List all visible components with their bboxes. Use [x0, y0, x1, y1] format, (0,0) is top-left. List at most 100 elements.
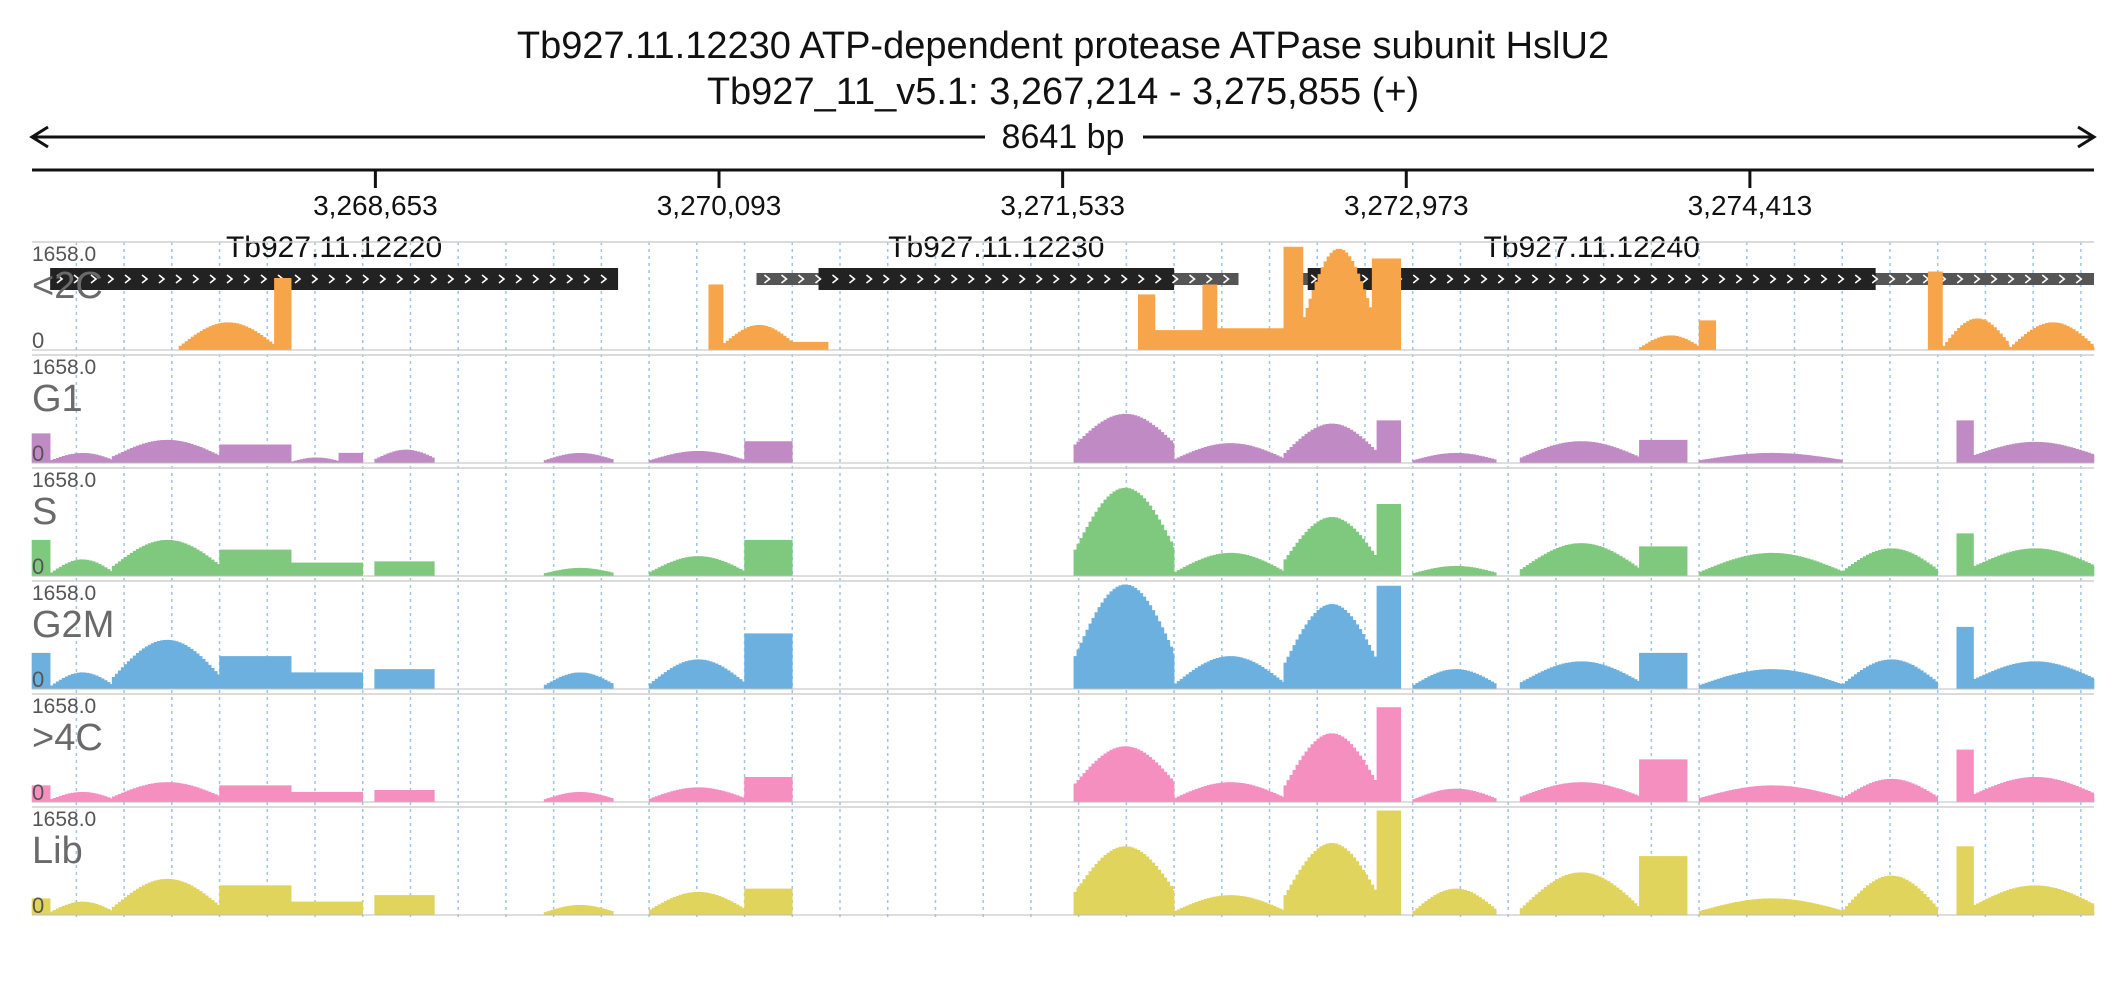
- coverage-area: [1698, 785, 1843, 803]
- coverage-area: [1698, 552, 1843, 577]
- chevron-icon: [1752, 274, 1760, 284]
- coverage-area: [219, 549, 292, 577]
- chevron-icon: [2041, 274, 2049, 284]
- chevron-icon: [1463, 274, 1471, 284]
- coverage-area: [722, 324, 793, 351]
- coverage-area: [1173, 656, 1285, 690]
- track-label: S: [32, 491, 57, 533]
- coverage-area: [543, 904, 614, 916]
- coverage-area: [1956, 533, 1974, 577]
- coverage-area: [1173, 782, 1285, 803]
- coverage-area: [1376, 504, 1402, 577]
- track-ymin-label: 0: [32, 780, 44, 805]
- chevron-icon: [882, 274, 890, 284]
- chevron-icon: [1171, 274, 1179, 284]
- track-label: G2M: [32, 604, 114, 646]
- chevron-icon: [141, 274, 149, 284]
- coverage-track: 1658.0>4C 0: [31, 693, 2095, 805]
- chevron-icon: [814, 274, 822, 284]
- chevron-icon: [1514, 274, 1522, 284]
- chevron-icon: [1905, 274, 1913, 284]
- chevron-icon: [1684, 274, 1692, 284]
- chevron-icon: [1888, 274, 1896, 284]
- coverage-area: [290, 901, 364, 916]
- coverage-area: [1942, 318, 2010, 351]
- chevron-icon: [1582, 274, 1590, 284]
- track-ymax-label: 1658.0: [32, 808, 96, 831]
- chevron-icon: [1429, 274, 1437, 284]
- track-label: >4C: [32, 717, 103, 759]
- chevron-icon: [1990, 274, 1998, 284]
- coverage-area: [1973, 776, 2095, 803]
- chevron-icon: [1497, 274, 1505, 284]
- coverage-area: [49, 559, 113, 577]
- chevron-icon: [848, 274, 856, 284]
- gene-label: Tb927.11.12220: [226, 231, 442, 264]
- coverage-area: [1956, 846, 1974, 916]
- coordinate-axis-ticks: 3,268,653 3,270,093 3,271,533 3,272,973 3,27…: [313, 170, 1812, 221]
- chevron-icon: [532, 274, 540, 284]
- gene: Tb927.11.12230: [756, 231, 1239, 290]
- coverage-area: [1639, 335, 1700, 351]
- coverage-area: [374, 789, 435, 803]
- coverage-area: [744, 441, 793, 464]
- gene-cds: [1307, 268, 1876, 290]
- coverage-area: [31, 898, 51, 916]
- track-ymin-label: 0: [32, 328, 44, 353]
- coverage-area: [1698, 452, 1843, 464]
- chevron-icon: [1361, 274, 1369, 284]
- coverage-series: [31, 810, 2095, 916]
- coverage-area: [1202, 284, 1218, 351]
- chevron-icon: [260, 274, 268, 284]
- coverage-area: [1519, 543, 1640, 577]
- chevron-icon: [583, 274, 591, 284]
- span-arrow-left-icon: [29, 125, 49, 149]
- coverage-area: [111, 639, 220, 690]
- coverage-area: [1173, 895, 1285, 916]
- coverage-area: [374, 895, 435, 916]
- coverage-area: [1698, 320, 1717, 351]
- coverage-series: [31, 413, 2095, 464]
- chevron-icon: [899, 274, 907, 284]
- coverage-area: [1698, 898, 1843, 916]
- coverage-area: [1973, 885, 2095, 916]
- chevron-icon: [933, 274, 941, 284]
- coverage-area: [543, 791, 614, 803]
- chevron-icon: [1803, 274, 1811, 284]
- coverage-area: [338, 452, 364, 464]
- coverage-area: [543, 452, 614, 464]
- axis-tick-label: 3,270,093: [657, 190, 782, 221]
- chevron-icon: [175, 274, 183, 284]
- coverage-area: [1173, 443, 1285, 464]
- chevron-icon: [396, 274, 404, 284]
- chevron-icon: [967, 274, 975, 284]
- chevron-icon: [1154, 274, 1162, 284]
- coverage-area: [1519, 872, 1640, 916]
- chevron-icon: [1137, 274, 1145, 284]
- chevron-icon: [1820, 274, 1828, 284]
- chevron-icon: [481, 274, 489, 284]
- coverage-area: [1698, 669, 1843, 690]
- chevron-icon: [1854, 274, 1862, 284]
- coverage-area: [1073, 846, 1175, 916]
- coverage-area: [49, 452, 113, 464]
- gene: Tb927.11.12240: [1286, 231, 2094, 290]
- axis-tick-label: 3,274,413: [1688, 190, 1813, 221]
- chevron-icon: [107, 274, 115, 284]
- chevron-icon: [498, 274, 506, 284]
- span-arrow-right-icon: [2077, 125, 2097, 149]
- coverage-series: [31, 487, 2095, 577]
- coverage-tracks: 1658.0<2C01658.0G101658.0S01658.0G2M0165…: [31, 241, 2095, 918]
- gene-track: Tb927.11.12220 Tb927.11.12230 Tb927.11.122…: [39, 231, 2094, 290]
- chevron-icon: [56, 274, 64, 284]
- coverage-area: [374, 449, 435, 464]
- coverage-area: [290, 791, 364, 803]
- coverage-area: [543, 672, 614, 690]
- track-ymax-label: 1658.0: [32, 243, 96, 266]
- coverage-area: [1412, 565, 1497, 577]
- chevron-icon: [294, 274, 302, 284]
- track-ymax-label: 1658.0: [32, 582, 96, 605]
- coverage-area: [1519, 661, 1640, 690]
- chevron-icon: [797, 274, 805, 284]
